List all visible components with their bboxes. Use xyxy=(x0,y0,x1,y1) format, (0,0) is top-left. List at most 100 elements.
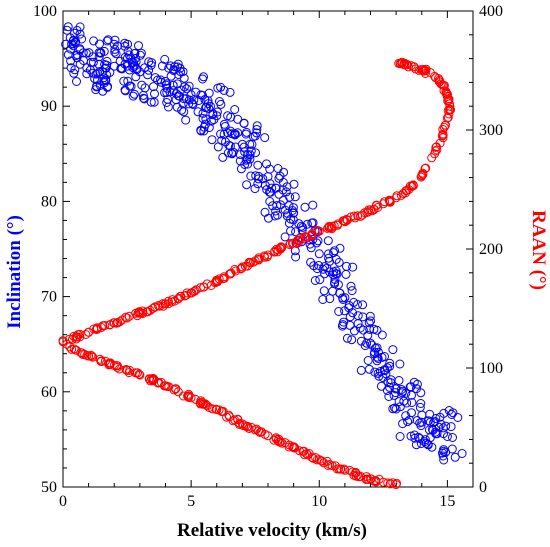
data-point xyxy=(139,93,149,103)
data-point xyxy=(334,464,344,474)
data-point xyxy=(284,440,294,450)
data-point xyxy=(252,424,262,434)
data-point xyxy=(241,421,250,431)
left-tick-label: 100 xyxy=(33,3,57,20)
data-point xyxy=(218,152,228,162)
data-point xyxy=(182,288,192,298)
data-point xyxy=(202,401,212,411)
data-point xyxy=(417,410,427,420)
data-point xyxy=(364,364,374,374)
data-point xyxy=(392,191,402,201)
data-point xyxy=(216,99,226,109)
data-point xyxy=(385,197,395,207)
data-point xyxy=(420,164,430,173)
data-point xyxy=(358,312,368,322)
data-point xyxy=(269,435,279,445)
data-point xyxy=(372,343,382,353)
data-point xyxy=(334,307,344,316)
data-point xyxy=(324,249,333,259)
data-point xyxy=(233,414,243,424)
data-point xyxy=(138,309,148,319)
data-point xyxy=(271,206,281,216)
data-point xyxy=(164,63,174,73)
data-point xyxy=(72,332,82,342)
data-point xyxy=(178,67,188,77)
data-point xyxy=(240,160,250,169)
data-point xyxy=(439,445,449,455)
data-point xyxy=(358,325,368,335)
data-point xyxy=(171,384,181,394)
data-point xyxy=(150,89,159,99)
data-point xyxy=(190,286,200,296)
data-point xyxy=(380,352,389,361)
data-point xyxy=(323,223,332,233)
data-point xyxy=(167,295,177,305)
data-point xyxy=(146,97,156,107)
data-point xyxy=(431,146,440,156)
data-point xyxy=(166,61,176,71)
data-point xyxy=(199,72,208,82)
data-point xyxy=(217,406,227,416)
data-point xyxy=(204,88,214,98)
data-point xyxy=(129,89,139,99)
data-point xyxy=(119,76,129,86)
data-point xyxy=(130,49,140,58)
data-point xyxy=(201,119,210,129)
data-point xyxy=(302,219,312,229)
data-point xyxy=(259,251,269,261)
data-point xyxy=(206,101,215,111)
data-point xyxy=(333,280,343,290)
data-point xyxy=(143,307,153,317)
data-point xyxy=(237,139,247,149)
data-point xyxy=(174,293,184,303)
data-point xyxy=(314,226,324,236)
data-point xyxy=(341,269,351,279)
data-point xyxy=(416,439,426,448)
data-point xyxy=(395,432,405,441)
data-point xyxy=(385,358,395,368)
data-point xyxy=(196,90,206,100)
data-point xyxy=(262,159,271,169)
data-point xyxy=(75,332,85,342)
data-point xyxy=(315,275,325,285)
data-point xyxy=(424,416,433,426)
data-point xyxy=(274,189,284,199)
data-point xyxy=(450,452,460,462)
data-point xyxy=(71,51,81,61)
data-point xyxy=(335,243,345,253)
data-point xyxy=(150,302,160,312)
data-point xyxy=(102,36,112,46)
data-point xyxy=(383,377,393,387)
data-point xyxy=(88,352,98,362)
data-point xyxy=(206,116,216,126)
data-point xyxy=(63,22,73,32)
data-point xyxy=(402,60,412,70)
data-point xyxy=(273,164,283,173)
data-point xyxy=(358,300,368,310)
data-point xyxy=(416,388,426,398)
data-point xyxy=(68,36,78,46)
data-point xyxy=(366,338,375,348)
data-point xyxy=(457,449,467,458)
data-point xyxy=(330,279,340,289)
data-point xyxy=(125,81,135,91)
data-point xyxy=(131,368,140,378)
data-point xyxy=(340,293,350,303)
data-point xyxy=(231,266,241,276)
left-axis-title: Inclination (°) xyxy=(4,215,25,329)
data-point xyxy=(72,50,82,60)
data-point xyxy=(369,349,379,359)
data-point xyxy=(250,131,260,141)
data-point xyxy=(403,417,413,427)
data-point xyxy=(88,52,98,62)
data-point xyxy=(273,210,282,220)
data-point xyxy=(314,249,324,259)
data-point xyxy=(384,392,394,401)
data-point xyxy=(253,160,263,170)
data-point xyxy=(432,145,442,155)
data-point xyxy=(242,154,252,164)
data-point xyxy=(342,333,352,343)
data-point xyxy=(395,359,405,369)
data-point xyxy=(95,39,104,49)
data-point xyxy=(208,404,217,414)
